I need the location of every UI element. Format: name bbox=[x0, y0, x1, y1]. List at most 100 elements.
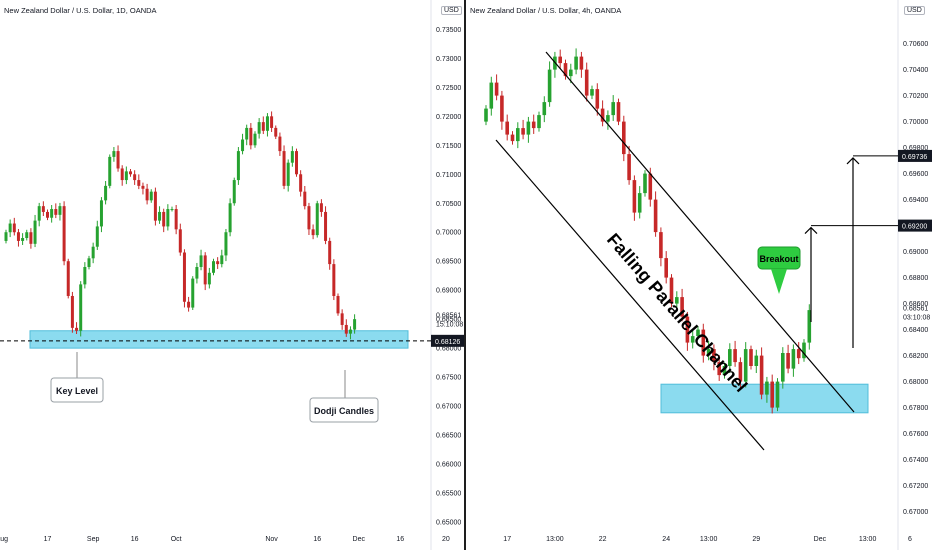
candle-body bbox=[637, 193, 642, 213]
candle-body bbox=[66, 261, 70, 296]
candle-body bbox=[712, 349, 716, 363]
dodji-label: Dodji Candles bbox=[314, 406, 374, 416]
breakout-bubble-tail bbox=[771, 269, 787, 294]
candle-body bbox=[182, 252, 186, 302]
candle-body bbox=[706, 349, 711, 356]
left-chart-title: New Zealand Dollar / U.S. Dollar, 1D, OA… bbox=[4, 6, 157, 15]
candle-body bbox=[99, 200, 103, 227]
candle-body bbox=[521, 128, 525, 135]
candle-body bbox=[133, 174, 137, 181]
price-tick-label: 0.67500 bbox=[436, 375, 461, 382]
candle-body bbox=[95, 226, 99, 247]
candle-body bbox=[807, 310, 812, 343]
candle-body bbox=[245, 127, 249, 140]
candle-body bbox=[290, 151, 294, 163]
key-level-label: Key Level bbox=[56, 386, 98, 396]
price-tick-label: 0.69800 bbox=[903, 145, 928, 152]
candle-body bbox=[606, 115, 610, 122]
candle-body bbox=[295, 151, 298, 175]
candle-body bbox=[282, 151, 286, 186]
candle-body bbox=[547, 69, 552, 103]
candle-body bbox=[664, 258, 668, 278]
candle-body bbox=[162, 211, 166, 227]
candle-body bbox=[191, 278, 195, 308]
candle-body bbox=[112, 151, 116, 157]
candle-body bbox=[253, 133, 257, 146]
candle-body bbox=[270, 116, 274, 128]
candle-body bbox=[728, 349, 732, 366]
candle-body bbox=[25, 232, 29, 239]
candle-body bbox=[158, 211, 162, 221]
price-tick-label: 0.67000 bbox=[903, 509, 928, 516]
price-tick-label: 0.69000 bbox=[436, 288, 461, 295]
left-currency-badge[interactable]: USD bbox=[441, 6, 462, 15]
price-tick-label: 0.67400 bbox=[903, 457, 928, 464]
candle-body bbox=[50, 209, 54, 218]
candle-body bbox=[303, 191, 307, 207]
price-tick-label: 0.66000 bbox=[436, 462, 461, 469]
candle-body bbox=[648, 173, 653, 200]
price-tick-label: 0.71000 bbox=[436, 172, 461, 179]
price-tick-label: 0.70200 bbox=[903, 93, 928, 100]
price-tick-label: 0.70000 bbox=[903, 119, 928, 126]
candle-body bbox=[611, 102, 615, 116]
candle-body bbox=[311, 229, 315, 236]
candle-body bbox=[531, 121, 536, 129]
candle-body bbox=[203, 255, 207, 285]
candle-body bbox=[659, 232, 663, 259]
price-tick-label: 0.69000 bbox=[903, 249, 928, 256]
candle-body bbox=[717, 362, 721, 376]
candle-body bbox=[675, 297, 679, 304]
time-tick-label: 16 bbox=[131, 536, 139, 543]
candle-body bbox=[212, 261, 215, 273]
right-currency-badge[interactable]: USD bbox=[904, 6, 925, 15]
candle-body bbox=[91, 246, 95, 259]
candle-body bbox=[62, 206, 66, 262]
candle-body bbox=[622, 121, 626, 155]
time-tick-label: Nov bbox=[265, 536, 278, 543]
time-tick-label: 17 bbox=[503, 536, 511, 543]
candles-group bbox=[484, 48, 812, 414]
candle-body bbox=[802, 342, 806, 359]
candle-body bbox=[324, 211, 328, 241]
candle-body bbox=[21, 238, 25, 241]
price-line-tag-text: 0.68126 bbox=[435, 339, 460, 346]
candle-body bbox=[153, 191, 157, 221]
time-tick-label: 6 bbox=[908, 536, 912, 543]
candle-body bbox=[174, 209, 178, 230]
candle-body bbox=[145, 188, 149, 201]
candle-body bbox=[54, 209, 58, 215]
candle-body bbox=[537, 115, 541, 129]
price-axis: 0.70600 0.70400 0.70200 0.70000 0.69800 0.696… bbox=[503, 41, 930, 543]
target-price-tag bbox=[898, 149, 932, 162]
candle-body bbox=[187, 301, 191, 308]
price-tick-label: 0.67800 bbox=[903, 405, 928, 412]
target-price-tag-text: 0.69736 bbox=[902, 154, 927, 161]
candle-body bbox=[41, 206, 45, 212]
candle-body bbox=[791, 349, 796, 369]
candle-body bbox=[738, 362, 743, 382]
candle-body bbox=[195, 267, 199, 279]
candle-body bbox=[616, 102, 621, 122]
candle-body bbox=[627, 154, 631, 181]
candle-body bbox=[46, 211, 49, 218]
candle-body bbox=[579, 56, 584, 70]
candle-body bbox=[75, 327, 79, 331]
price-tick-label: 0.67000 bbox=[436, 404, 461, 411]
candle-body bbox=[494, 82, 499, 96]
price-tick-label: 0.68000 bbox=[903, 379, 928, 386]
candle-body bbox=[749, 349, 753, 366]
price-tick-label: 0.69600 bbox=[903, 171, 928, 178]
channel-upper-line bbox=[545, 51, 855, 413]
target2-arrowhead bbox=[846, 157, 860, 165]
candle-body bbox=[241, 139, 245, 152]
candle-body bbox=[166, 209, 170, 227]
candle-body bbox=[79, 284, 83, 331]
candle-body bbox=[632, 180, 637, 213]
candle-body bbox=[265, 116, 269, 131]
price-tick-label: 0.72500 bbox=[436, 85, 461, 92]
candle-body bbox=[116, 151, 120, 169]
candle-body bbox=[249, 127, 253, 146]
candle-body bbox=[510, 134, 515, 142]
time-tick-label: 13:00 bbox=[546, 536, 564, 543]
